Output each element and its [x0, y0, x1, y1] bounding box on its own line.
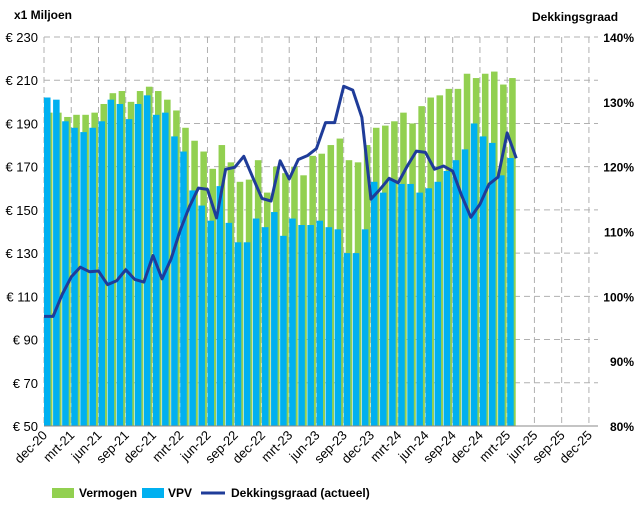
left-tick-label: € 190: [5, 116, 38, 131]
bar-vpv: [507, 158, 514, 426]
x-tick-label: mrt-22: [149, 428, 186, 465]
x-tick-label: mrt-23: [258, 428, 295, 465]
legend-swatch-vermogen: [52, 488, 74, 498]
bar-vpv: [479, 136, 487, 426]
bar-vpv: [152, 114, 160, 427]
right-tick-label: 100%: [603, 290, 634, 304]
bar-vpv: [289, 218, 296, 426]
left-tick-label: € 50: [13, 419, 38, 434]
bar-vpv: [352, 253, 360, 426]
bar-vpv: [380, 192, 387, 426]
bar-vpv: [134, 103, 142, 426]
bar-vpv: [389, 179, 396, 426]
left-tick-label: € 110: [6, 289, 38, 304]
x-tick-label: mrt-25: [476, 428, 513, 465]
left-tick-label: € 170: [5, 160, 38, 175]
bar-vpv: [434, 181, 442, 426]
bar-vpv: [252, 218, 260, 426]
bar-vpv: [398, 183, 405, 426]
bar-vpv: [271, 212, 278, 426]
left-tick-label: € 70: [13, 376, 38, 391]
line-series: [44, 84, 518, 318]
right-tick-label: 90%: [610, 355, 634, 369]
bar-vpv: [298, 225, 305, 426]
legend-label-vpv: VPV: [168, 486, 192, 500]
left-tick-label: € 150: [5, 203, 38, 218]
bar-vpv: [425, 188, 432, 426]
right-tick-label: 110%: [604, 226, 634, 240]
bar-vpv: [234, 242, 242, 426]
legend-label-vermogen: Vermogen: [79, 486, 137, 500]
right-tick-label: 140%: [603, 31, 634, 45]
bar-vpv: [325, 227, 333, 426]
bar-series: [44, 71, 516, 427]
bar-vpv: [216, 186, 224, 426]
left-axis-title: x1 Miljoen: [14, 8, 72, 22]
bar-vpv: [361, 229, 369, 426]
bar-vpv: [143, 95, 151, 426]
left-tick-label: € 210: [5, 73, 38, 88]
legend-label-dekkingsgraad: Dekkingsgraad (actueel): [231, 486, 370, 500]
right-tick-label: 120%: [603, 161, 634, 175]
bar-vpv: [71, 127, 78, 427]
left-tick-label: € 90: [13, 333, 38, 348]
bar-vpv: [370, 181, 378, 426]
bar-vpv: [307, 225, 314, 426]
bar-vpv: [261, 227, 269, 426]
bar-vpv: [452, 160, 460, 426]
legend-swatch-vpv: [142, 488, 164, 498]
bar-vpv: [407, 183, 414, 426]
bar-vpv: [107, 99, 115, 426]
bar-vpv: [80, 132, 87, 427]
bar-vpv: [180, 151, 187, 427]
x-tick-label: mrt-24: [367, 428, 404, 465]
left-tick-label: € 230: [5, 30, 38, 45]
bar-vpv: [343, 253, 351, 426]
bar-vpv: [416, 192, 423, 426]
bar-vpv: [498, 175, 505, 426]
left-tick-label: € 130: [5, 246, 38, 261]
bar-vpv: [225, 222, 233, 426]
bar-vpv: [116, 103, 124, 426]
legend: Vermogen VPV Dekkingsgraad (actueel): [52, 486, 370, 500]
right-axis-title: Dekkingsgraad: [532, 10, 618, 24]
bar-vpv: [443, 170, 451, 426]
bar-vpv: [243, 242, 251, 426]
bar-vpv: [489, 142, 496, 426]
bar-vpv: [280, 235, 287, 426]
bar-vpv: [171, 136, 178, 426]
bar-vpv: [334, 229, 342, 426]
bar-vpv: [189, 190, 196, 426]
bar-vpv: [89, 127, 96, 427]
bar-vpv: [207, 220, 215, 426]
right-tick-label: 130%: [603, 96, 634, 110]
line-dekkingsgraad: [44, 84, 518, 318]
bar-vpv: [53, 99, 60, 426]
bar-vpv: [198, 205, 205, 426]
right-tick-label: 80%: [610, 420, 634, 434]
bar-vpv: [470, 123, 478, 426]
bar-vpv: [44, 97, 51, 426]
x-tick-label: mrt-21: [40, 428, 77, 465]
bar-vpv: [461, 149, 469, 426]
bar-vpv: [62, 121, 69, 427]
bar-vpv: [316, 220, 323, 426]
